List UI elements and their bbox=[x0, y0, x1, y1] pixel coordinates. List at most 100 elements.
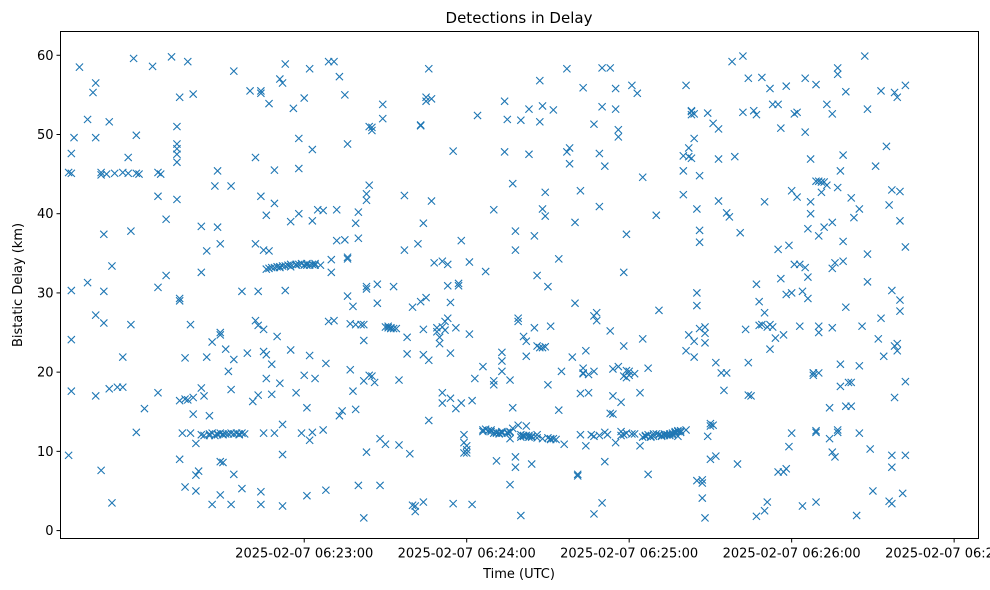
y-tick-label: 10 bbox=[37, 445, 54, 460]
detection-marker bbox=[782, 290, 791, 299]
detection-marker bbox=[286, 345, 295, 354]
detection-marker bbox=[581, 441, 590, 450]
detection-marker bbox=[254, 391, 263, 400]
detection-marker bbox=[197, 430, 206, 439]
x-tick-label: 2025-02-07 06:23:00 bbox=[235, 547, 373, 562]
detection-marker bbox=[449, 147, 458, 156]
detection-marker bbox=[868, 486, 877, 495]
detection-marker bbox=[97, 466, 106, 475]
detection-marker bbox=[622, 230, 631, 239]
detection-marker bbox=[267, 360, 276, 369]
detection-marker bbox=[354, 208, 363, 217]
detection-marker bbox=[744, 391, 753, 400]
detection-marker bbox=[752, 280, 761, 289]
x-tick-label: 2025-02-07 06:25:00 bbox=[560, 547, 698, 562]
detection-marker bbox=[256, 487, 265, 496]
detection-marker bbox=[403, 333, 412, 342]
detection-marker bbox=[327, 255, 336, 264]
detection-marker bbox=[747, 391, 756, 400]
detection-marker bbox=[194, 467, 203, 476]
detection-marker bbox=[319, 206, 328, 215]
detection-marker bbox=[237, 484, 246, 493]
detection-marker bbox=[91, 391, 100, 400]
detection-marker bbox=[782, 82, 791, 91]
detection-marker bbox=[181, 353, 190, 362]
detection-marker bbox=[316, 261, 325, 270]
detection-marker bbox=[451, 323, 460, 332]
detection-marker bbox=[365, 122, 374, 131]
detection-marker bbox=[554, 254, 563, 263]
detection-marker bbox=[522, 422, 531, 430]
detection-marker bbox=[798, 502, 807, 511]
detection-marker bbox=[828, 218, 837, 227]
detection-marker bbox=[216, 490, 225, 499]
detection-marker bbox=[636, 441, 644, 450]
detection-marker bbox=[533, 430, 542, 439]
detection-marker bbox=[370, 378, 379, 387]
detection-marker bbox=[627, 429, 636, 438]
detection-marker bbox=[589, 120, 598, 129]
detection-marker bbox=[262, 211, 271, 220]
detection-marker bbox=[126, 320, 135, 329]
detection-marker bbox=[617, 431, 626, 440]
detection-marker bbox=[714, 155, 723, 164]
detection-marker bbox=[172, 150, 181, 159]
y-tick-label: 60 bbox=[37, 49, 54, 64]
detection-marker bbox=[679, 190, 688, 199]
detection-marker bbox=[91, 79, 100, 87]
detection-marker bbox=[459, 430, 468, 439]
detection-marker bbox=[270, 166, 279, 175]
detection-marker bbox=[522, 337, 531, 346]
x-axis: 2025-02-07 06:23:00 2025-02-07 06:24:00 20… bbox=[235, 538, 990, 562]
detection-marker bbox=[354, 234, 363, 243]
detection-marker bbox=[733, 460, 742, 469]
x-tick-label: 2025-02-07 06:26:00 bbox=[723, 547, 861, 562]
detection-marker bbox=[530, 323, 539, 332]
detection-marker bbox=[216, 328, 225, 337]
detection-marker bbox=[183, 57, 192, 66]
detection-marker bbox=[422, 293, 431, 302]
detection-marker bbox=[812, 426, 821, 435]
detection-marker bbox=[703, 432, 712, 441]
detection-marker bbox=[736, 228, 745, 237]
detection-marker bbox=[389, 282, 398, 291]
detection-marker bbox=[603, 430, 612, 439]
y-axis: 0 10 20 30 40 50 60 bbox=[37, 49, 61, 539]
detection-marker bbox=[692, 301, 701, 310]
detection-marker bbox=[135, 170, 144, 179]
x-tick-label: 2025-02-07 06:24:00 bbox=[398, 547, 536, 562]
detection-marker bbox=[484, 426, 493, 435]
detection-marker bbox=[887, 185, 896, 194]
detection-marker bbox=[107, 498, 116, 507]
detection-marker bbox=[611, 105, 620, 114]
detection-marker bbox=[825, 403, 834, 412]
detection-marker bbox=[302, 403, 311, 412]
detection-marker bbox=[189, 393, 198, 402]
detection-marker bbox=[511, 452, 520, 461]
detection-marker bbox=[256, 500, 265, 509]
detection-marker bbox=[841, 303, 850, 312]
detection-marker bbox=[863, 250, 872, 259]
detection-marker bbox=[592, 316, 601, 325]
detection-marker bbox=[411, 507, 420, 516]
plot-frame bbox=[60, 31, 979, 539]
detection-marker bbox=[849, 213, 858, 222]
detection-marker bbox=[273, 332, 282, 341]
detection-marker bbox=[70, 133, 79, 142]
detection-marker bbox=[419, 219, 428, 228]
detection-marker bbox=[600, 457, 609, 466]
detection-marker bbox=[698, 475, 707, 484]
detection-marker bbox=[267, 390, 276, 399]
detection-marker bbox=[595, 431, 604, 440]
detection-marker bbox=[489, 205, 498, 214]
detection-marker bbox=[248, 397, 257, 406]
detection-marker bbox=[311, 259, 320, 268]
detection-marker bbox=[676, 428, 685, 437]
detection-marker bbox=[533, 271, 542, 280]
detection-marker bbox=[524, 433, 533, 442]
detection-marker bbox=[443, 314, 452, 323]
detection-marker bbox=[346, 365, 355, 374]
detection-marker bbox=[305, 64, 314, 73]
detection-marker bbox=[348, 302, 357, 311]
detection-marker bbox=[281, 59, 290, 68]
